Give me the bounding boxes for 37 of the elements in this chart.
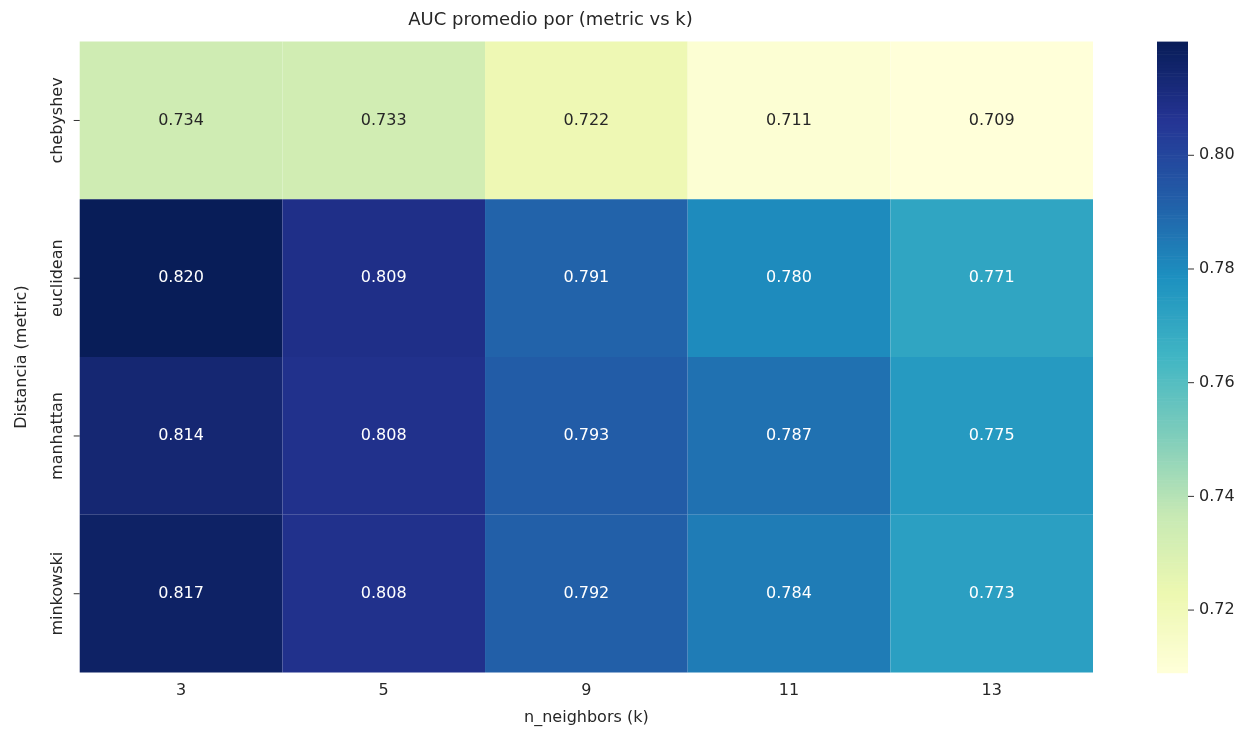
x-tick-label: 13 <box>981 680 1002 700</box>
data-label: 0.784 <box>766 582 812 602</box>
data-label: 0.734 <box>158 109 204 129</box>
data-label: 0.792 <box>563 582 610 602</box>
data-label: 0.791 <box>563 267 610 287</box>
data-label: 0.817 <box>158 582 204 602</box>
x-tick-label: 3 <box>175 680 187 700</box>
x-tick-label: 11 <box>778 680 800 700</box>
data-label: 0.820 <box>158 267 204 287</box>
color-bar-label: 0.74 <box>1199 485 1235 505</box>
x-tick-label: 9 <box>581 680 592 700</box>
data-label: 0.787 <box>766 425 812 445</box>
data-label: 0.711 <box>766 109 812 129</box>
data-label: 0.809 <box>360 267 407 287</box>
data-label: 0.808 <box>360 582 407 602</box>
chart-title: AUC promedio por (metric vs k) <box>408 8 693 30</box>
y-axis-title: Distancia (metric) <box>10 285 30 429</box>
data-label: 0.814 <box>158 425 204 445</box>
data-label: 0.808 <box>360 425 407 445</box>
data-label: 0.771 <box>968 267 1015 287</box>
color-bar-label: 0.80 <box>1199 144 1235 164</box>
y-tick-label: minkowski <box>46 551 66 636</box>
y-tick-label: euclidean <box>46 239 66 318</box>
color-bar-label: 0.76 <box>1199 371 1235 391</box>
data-label: 0.775 <box>968 425 1015 445</box>
data-label: 0.780 <box>766 267 812 287</box>
color-bar-label: 0.78 <box>1199 258 1235 278</box>
data-label: 0.773 <box>968 582 1015 602</box>
color-bar-label: 0.72 <box>1199 599 1235 619</box>
data-label: 0.722 <box>563 109 610 129</box>
x-axis-title: n_neighbors (k) <box>524 706 649 727</box>
data-label: 0.793 <box>563 425 610 445</box>
y-tick-label: manhattan <box>46 391 66 480</box>
data-label: 0.709 <box>968 109 1015 129</box>
x-tick-label: 5 <box>378 680 389 700</box>
y-tick-label: chebyshev <box>46 77 66 164</box>
data-label: 0.733 <box>360 109 407 129</box>
